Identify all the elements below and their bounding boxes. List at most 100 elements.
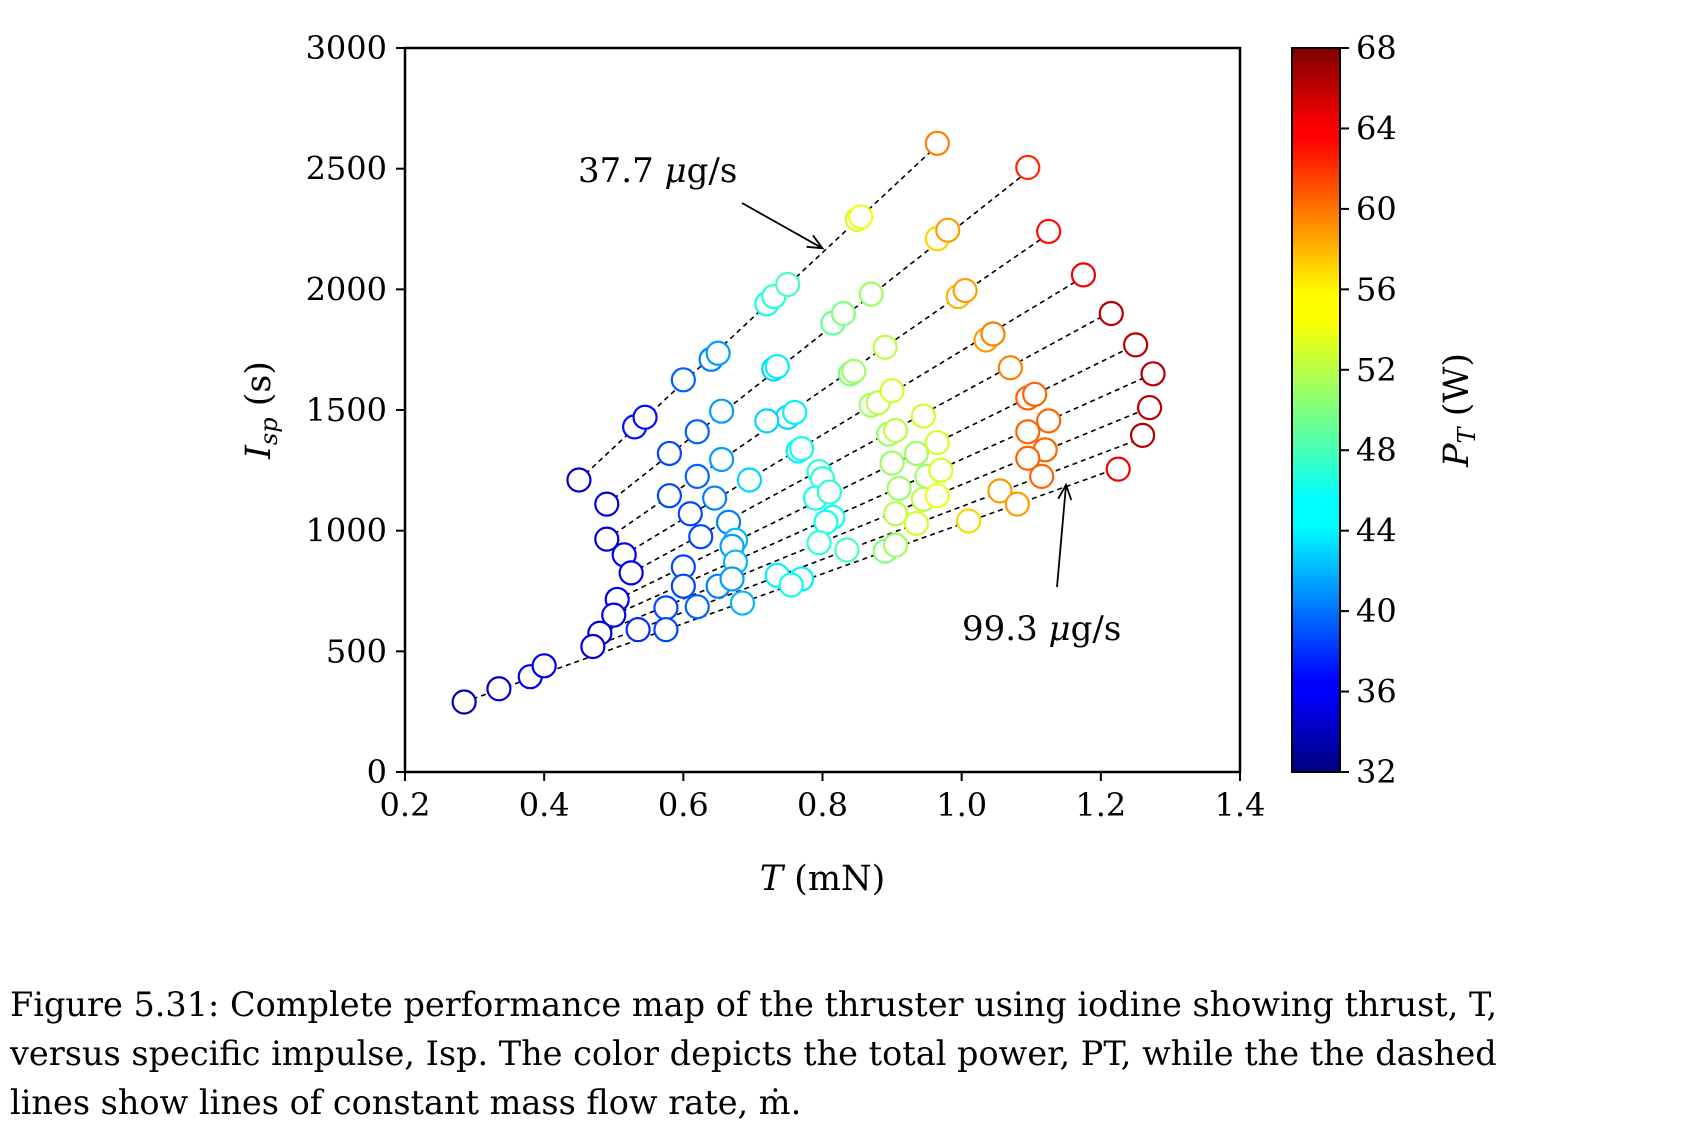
x-tick-label: 0.8 — [797, 786, 848, 824]
data-point — [618, 560, 644, 586]
data-point — [924, 130, 950, 156]
data-point — [486, 676, 512, 702]
annotations: 37.7 μg/s 99.3 μg/s — [578, 151, 1121, 649]
data-point — [848, 204, 874, 230]
performance-map-chart: 0.2 0.4 0.6 0.8 1.0 1.2 1.4 0 500 1000 1500 2000 250… — [239, 29, 1481, 899]
y-tick-label: 500 — [326, 632, 387, 670]
figure-caption: Figure 5.31: Complete performance map of… — [10, 980, 1680, 1127]
data-point — [451, 689, 477, 715]
data-point — [1015, 419, 1041, 445]
annotation-arrow — [741, 202, 823, 250]
data-point — [1070, 262, 1097, 288]
data-point — [1029, 463, 1055, 489]
data-point — [764, 353, 790, 380]
mass-flow-line-3 — [606, 230, 1053, 540]
caption-line-2: versus specific impulse, Isp. The color … — [10, 1034, 1497, 1073]
data-point — [670, 573, 696, 599]
data-point — [872, 334, 898, 360]
data-point — [632, 404, 658, 430]
data-point — [653, 595, 679, 621]
colorbar-tick-label: 56 — [1356, 270, 1397, 308]
data-point — [677, 501, 703, 527]
data-point — [952, 277, 978, 304]
data-point — [778, 572, 804, 598]
data-point — [1022, 381, 1048, 407]
y-tick-label: 2000 — [306, 270, 387, 308]
data-point — [928, 457, 954, 483]
data-point — [705, 340, 731, 366]
data-point — [754, 408, 780, 434]
colorbar-tick-label: 36 — [1356, 673, 1397, 711]
data-point — [910, 403, 936, 429]
data-point — [879, 378, 905, 404]
data-point — [594, 526, 620, 552]
data-point — [816, 479, 843, 505]
data-point — [834, 537, 860, 563]
data-point — [531, 653, 557, 679]
data-point — [684, 463, 710, 489]
data-point — [1015, 154, 1041, 181]
colorbar-tick-label: 52 — [1356, 351, 1397, 389]
data-point — [719, 566, 745, 592]
data-point — [1036, 408, 1062, 434]
data-point — [709, 446, 735, 473]
data-point — [987, 478, 1013, 504]
data-point — [566, 467, 592, 493]
data-point — [879, 450, 905, 476]
data-point — [924, 483, 950, 509]
data-point — [709, 398, 735, 424]
data-point — [1123, 332, 1149, 358]
data-point — [997, 355, 1023, 381]
x-tick-label: 1.4 — [1215, 786, 1266, 824]
data-point — [903, 510, 930, 537]
data-point — [688, 524, 714, 550]
data-point — [782, 399, 808, 426]
x-tick-label: 0.6 — [658, 786, 709, 824]
colorbar-title: PT (W) — [1437, 353, 1481, 468]
y-tick-label: 1500 — [306, 391, 387, 429]
colorbar-tick-label: 68 — [1356, 29, 1397, 67]
y-axis-title: Isp (s) — [239, 361, 283, 460]
plot-frame — [403, 46, 1242, 774]
data-point — [775, 271, 801, 298]
data-point — [1015, 445, 1041, 471]
data-point — [830, 300, 856, 327]
data-point — [858, 281, 884, 307]
data-point — [736, 467, 763, 493]
x-tick-label: 0.4 — [519, 786, 570, 824]
data-point — [625, 617, 651, 643]
data-point — [653, 617, 679, 643]
data-point — [1140, 361, 1166, 387]
x-axis-title: T (mN) — [760, 859, 886, 899]
annotation-label: 99.3 μg/s — [962, 609, 1121, 649]
mass-flow-line-6 — [616, 344, 1136, 601]
data-point — [882, 501, 909, 527]
y-tick-label: 0 — [367, 753, 387, 791]
colorbar-tick-label: 60 — [1356, 190, 1397, 228]
data-point — [1098, 300, 1124, 327]
colorbar-tick-label: 64 — [1356, 109, 1397, 147]
colorbar-gradient — [1291, 47, 1341, 773]
colorbar-tick-label: 32 — [1356, 753, 1397, 791]
x-tick-label: 1.2 — [1075, 786, 1126, 824]
data-point — [656, 483, 683, 509]
data-point — [656, 440, 683, 467]
data-point — [670, 367, 696, 393]
data-point — [1136, 394, 1163, 421]
y-tick-label: 2500 — [306, 150, 387, 188]
data-point — [1129, 422, 1156, 448]
data-point — [924, 429, 950, 456]
data-point — [886, 475, 912, 502]
data-points — [451, 130, 1166, 715]
annotation-arrow — [1056, 484, 1067, 588]
colorbar-tick-label: 48 — [1356, 431, 1397, 469]
data-point — [684, 594, 710, 620]
y-tick-label: 3000 — [306, 29, 387, 67]
data-point — [580, 633, 606, 660]
data-point — [1036, 218, 1062, 245]
data-point — [806, 530, 832, 556]
arrow-head — [806, 234, 825, 250]
data-point — [702, 485, 728, 511]
data-point — [594, 491, 620, 517]
data-point — [935, 217, 961, 243]
